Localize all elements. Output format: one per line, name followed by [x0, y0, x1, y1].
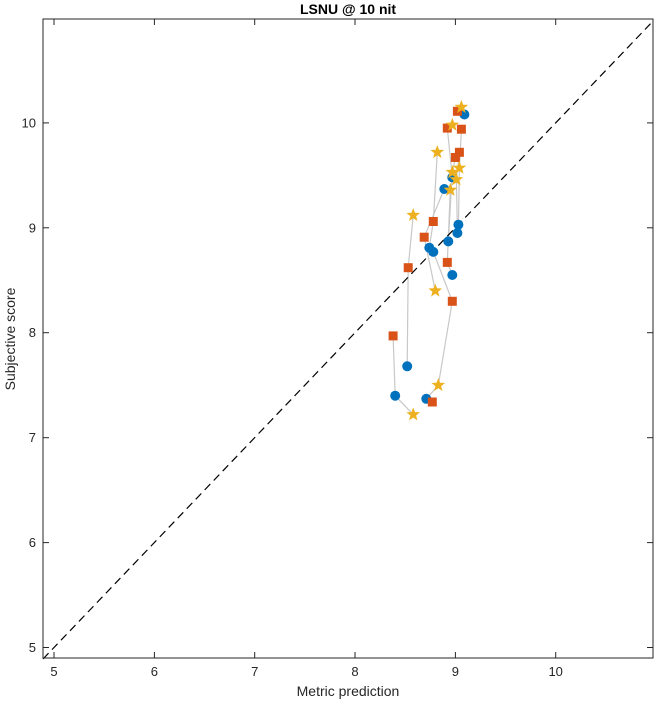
x-tick-label: 10: [548, 664, 562, 679]
data-point-circle: [390, 390, 401, 401]
data-point-square: [388, 331, 398, 341]
data-point-square: [447, 296, 457, 306]
x-tick-label: 6: [151, 664, 158, 679]
chart-title: LSNU @ 10 nit: [300, 1, 396, 17]
data-point-circle: [428, 246, 439, 257]
data-point-star: [428, 283, 443, 297]
y-tick-label: 6: [29, 535, 36, 550]
y-tick-label: 5: [29, 640, 36, 655]
y-tick-label: 8: [29, 325, 36, 340]
data-point-circle: [402, 361, 413, 372]
connector-line: [428, 152, 438, 248]
data-point-square: [428, 217, 438, 226]
y-tick-label: 10: [22, 115, 36, 130]
connector-line: [406, 215, 414, 367]
data-point-square: [450, 153, 460, 162]
data-point-circle: [453, 219, 464, 230]
data-point-square: [442, 257, 452, 267]
data-point-star: [406, 407, 421, 421]
data-point-star: [406, 208, 421, 221]
data-point-star: [443, 182, 458, 196]
identity-line: [42, 20, 654, 660]
x-tick-label: 9: [452, 664, 459, 679]
x-tick-label: 8: [351, 664, 358, 679]
x-axis-label: Metric prediction: [297, 683, 400, 699]
data-point-square: [442, 123, 452, 133]
data-point-square: [454, 147, 464, 157]
x-tick-label: 7: [251, 664, 258, 679]
y-tick-label: 9: [29, 220, 36, 235]
data-point-star: [445, 117, 460, 131]
x-tick-label: 5: [50, 664, 57, 679]
data-point-circle: [452, 228, 463, 238]
data-point-circle: [443, 236, 454, 247]
data-point-square: [427, 397, 437, 407]
data-point-circle: [439, 184, 450, 194]
data-point-star: [454, 99, 469, 113]
connector-line: [457, 129, 462, 225]
plot-box: [42, 18, 654, 659]
data-point-square: [419, 232, 429, 242]
data-point-star: [430, 145, 445, 159]
y-axis-label: Subjective score: [2, 287, 18, 390]
y-tick-label: 7: [29, 430, 36, 445]
data-point-square: [456, 124, 466, 134]
data-point-star: [449, 172, 464, 186]
data-point-star: [445, 165, 460, 178]
data-point-square: [403, 263, 413, 273]
connector-line: [392, 335, 414, 416]
data-point-square: [452, 106, 462, 116]
data-point-circle: [447, 270, 458, 280]
data-point-star: [452, 160, 467, 174]
data-point-star: [431, 378, 446, 391]
